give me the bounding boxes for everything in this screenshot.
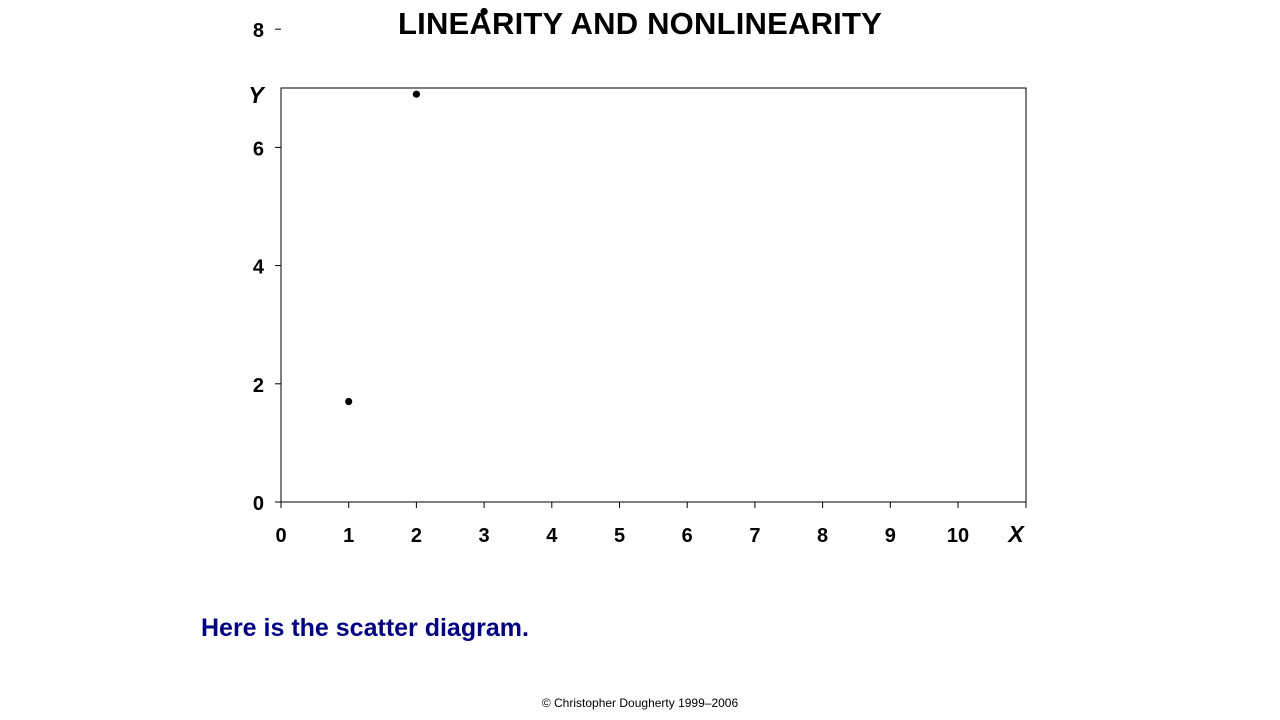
y-tick-label: 6 [253,138,264,160]
x-tick-label: 4 [546,525,558,547]
data-points [345,7,488,406]
data-point [345,397,353,406]
y-tick-label: 2 [253,375,264,397]
x-tick-label: 2 [411,525,422,547]
y-axis: 024681012 [253,20,281,515]
x-axis: 0 1 2 3 4 5 6 7 8 9 10 [275,502,1027,547]
y-axis-label: Y [248,82,266,108]
x-axis-label: X [1006,521,1025,547]
copyright-text: © Christopher Dougherty 1999–2006 [541,696,739,710]
x-tick-label: 0 [275,525,286,547]
y-tick-label: 8 [253,20,264,42]
x-tick-label: 7 [749,525,760,547]
x-tick-label: 3 [479,525,490,547]
x-tick-label: 1 [343,525,354,547]
data-point [480,7,488,16]
x-tick-label: 8 [817,525,828,547]
x-tick-label: 10 [947,525,969,547]
y-tick-label: 0 [253,493,264,515]
plot-area [280,87,1027,503]
slide-title: LINEARITY AND NONLINEARITY [398,6,882,41]
y-tick-label: 4 [253,257,265,279]
caption-text: Here is the scatter diagram. [201,614,529,642]
x-tick-label: 9 [885,525,896,547]
x-tick-label: 5 [614,525,625,547]
x-tick-label: 6 [682,525,693,547]
data-point [412,90,420,98]
